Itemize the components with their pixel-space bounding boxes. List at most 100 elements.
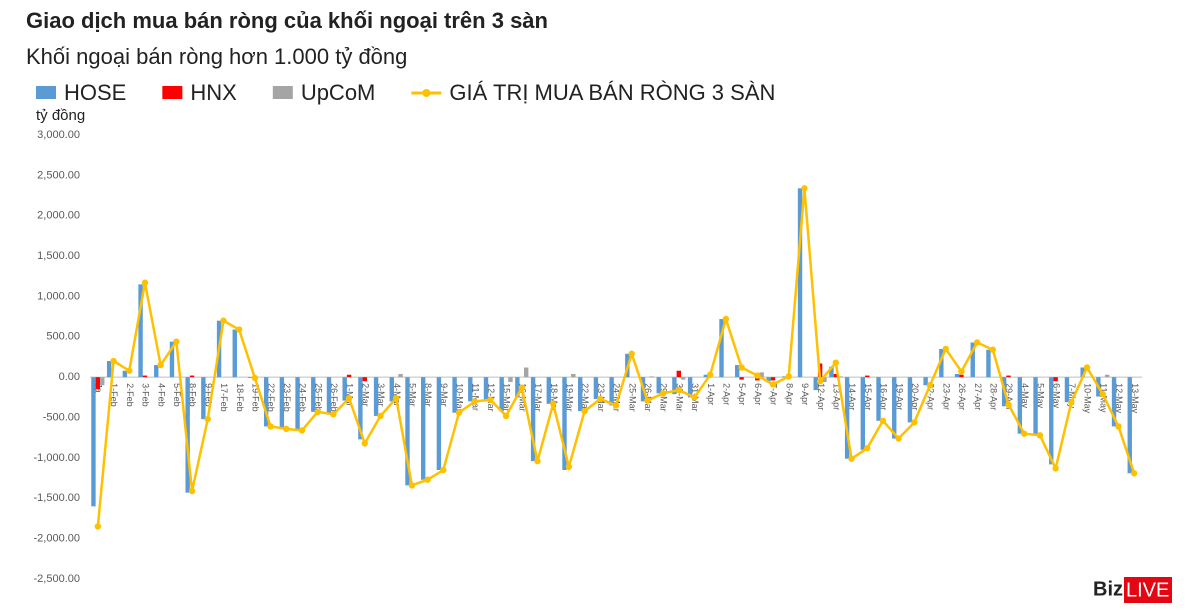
x-tick-label: 13-May bbox=[1130, 383, 1140, 414]
line-marker bbox=[408, 482, 416, 489]
line-marker bbox=[612, 402, 620, 409]
x-tick-label: 20-Apr bbox=[910, 383, 920, 410]
bar bbox=[649, 376, 654, 378]
bar bbox=[154, 365, 159, 378]
x-tick-label: 27-Apr bbox=[973, 383, 983, 410]
x-tick-label: 17-Mar bbox=[533, 383, 543, 412]
line-marker bbox=[989, 346, 997, 353]
line-marker bbox=[345, 394, 353, 402]
x-tick-label: 14-Apr bbox=[847, 383, 857, 410]
line-marker bbox=[895, 435, 902, 442]
line-marker bbox=[283, 425, 290, 433]
line-marker bbox=[973, 339, 981, 346]
line-marker bbox=[769, 381, 777, 388]
line-marker bbox=[801, 185, 808, 192]
bar bbox=[530, 377, 536, 462]
line-marker bbox=[1068, 399, 1075, 406]
y-tick-label: -2,000.00 bbox=[34, 533, 80, 545]
bar bbox=[515, 377, 520, 398]
x-tick-label: 26-Feb bbox=[329, 383, 339, 412]
y-tick-label: 500.00 bbox=[46, 331, 80, 343]
x-tick-label: 5-Mar bbox=[408, 383, 418, 407]
x-tick-label: 1-Apr bbox=[706, 383, 716, 405]
x-tick-label: 9-Feb bbox=[203, 383, 213, 407]
bar bbox=[326, 377, 332, 415]
bar bbox=[263, 377, 269, 427]
legend-label: UpCoM bbox=[301, 80, 376, 105]
bar bbox=[833, 373, 839, 378]
bar bbox=[523, 367, 529, 378]
x-tick-label: 30-Mar bbox=[674, 383, 684, 412]
chart-title: Giao dịch mua bán ròng của khối ngoại tr… bbox=[26, 8, 548, 33]
line-marker bbox=[848, 455, 855, 462]
line-marker bbox=[864, 445, 871, 452]
x-tick-label: 1-Mar bbox=[345, 383, 355, 407]
bar bbox=[1006, 375, 1011, 378]
x-tick-label: 12-May bbox=[1114, 383, 1124, 414]
x-tick-label: 16-Mar bbox=[517, 383, 527, 412]
x-tick-label: 8-Feb bbox=[188, 383, 198, 407]
bar bbox=[499, 377, 504, 412]
x-tick-label: 3-Feb bbox=[141, 383, 151, 407]
bar bbox=[687, 377, 693, 398]
logo-text: LIVE bbox=[1126, 579, 1169, 601]
x-tick-label: 15-Apr bbox=[863, 383, 873, 410]
bar bbox=[766, 377, 771, 382]
bar bbox=[1049, 377, 1054, 465]
line-marker bbox=[832, 359, 840, 366]
x-tick-label: 13-Apr bbox=[831, 383, 841, 410]
bar bbox=[468, 377, 473, 402]
x-tick-label: 19-Mar bbox=[565, 383, 575, 412]
logo-box bbox=[1124, 577, 1172, 603]
line-marker bbox=[188, 487, 196, 495]
bar bbox=[1053, 377, 1058, 382]
legend-label: HNX bbox=[190, 80, 237, 105]
bar bbox=[373, 377, 379, 416]
bar bbox=[95, 377, 101, 390]
bar bbox=[656, 377, 661, 394]
y-tick-label: 2,500.00 bbox=[37, 169, 80, 181]
bar bbox=[346, 374, 352, 378]
bar bbox=[185, 377, 190, 493]
bar bbox=[959, 374, 964, 378]
bar bbox=[672, 377, 677, 395]
x-tick-label: 19-Apr bbox=[894, 383, 904, 410]
x-tick-label: 5-Apr bbox=[737, 383, 747, 405]
line-marker bbox=[440, 466, 447, 474]
line-marker bbox=[235, 326, 243, 333]
bar bbox=[954, 373, 960, 378]
bar bbox=[970, 342, 975, 378]
x-tick-label: 10-May bbox=[1083, 383, 1093, 414]
line-marker bbox=[424, 476, 431, 483]
line-marker bbox=[628, 350, 635, 357]
line-marker bbox=[816, 378, 824, 385]
y-axis-label: tỷ đồng bbox=[36, 107, 85, 124]
line-marker bbox=[534, 457, 541, 465]
bar bbox=[398, 373, 403, 378]
bar bbox=[122, 370, 128, 378]
line-marker bbox=[675, 386, 683, 394]
x-tick-label: 15-Mar bbox=[502, 383, 512, 412]
bar bbox=[232, 329, 237, 378]
bar bbox=[1080, 367, 1085, 378]
bar bbox=[452, 377, 457, 413]
bar bbox=[420, 377, 426, 480]
bar bbox=[719, 319, 724, 378]
legend-swatch bbox=[36, 86, 56, 99]
x-tick-label: 18-Feb bbox=[235, 383, 245, 412]
x-tick-label: 25-Mar bbox=[627, 383, 637, 412]
x-tick-label: 4-Feb bbox=[156, 383, 166, 407]
line-marker bbox=[879, 417, 887, 424]
x-tick-label: 23-Apr bbox=[941, 383, 951, 410]
y-tick-label: -1,500.00 bbox=[34, 492, 80, 504]
legend-label: GIÁ TRỊ MUA BÁN RÒNG 3 SÀN bbox=[449, 80, 775, 105]
line-marker bbox=[581, 407, 588, 415]
bar bbox=[279, 377, 285, 429]
line-marker bbox=[549, 400, 557, 408]
line-marker bbox=[220, 317, 227, 324]
bar bbox=[681, 377, 686, 380]
x-tick-label: 9-Apr bbox=[800, 383, 810, 405]
line-marker bbox=[330, 411, 337, 418]
line-marker bbox=[455, 409, 463, 416]
line-marker bbox=[942, 345, 949, 353]
